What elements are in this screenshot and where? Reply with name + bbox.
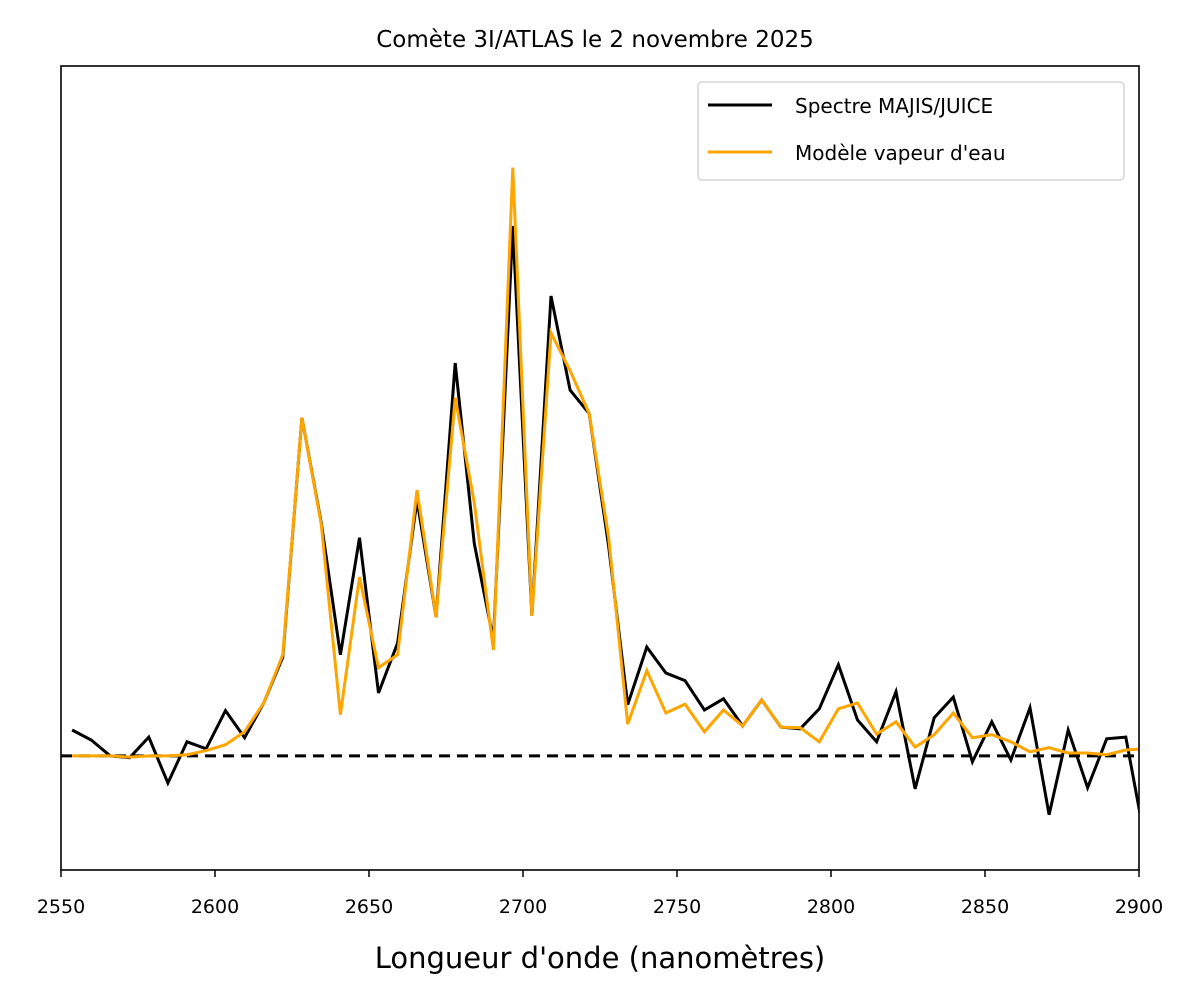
- x-tick-label: 2550: [37, 896, 85, 918]
- legend-label-modele: Modèle vapeur d'eau: [795, 141, 1006, 165]
- plot-area: [61, 167, 1139, 817]
- x-tick-label: 2650: [345, 896, 393, 918]
- x-tick-label: 2850: [961, 896, 1009, 918]
- legend-label-spectre: Spectre MAJIS/JUICE: [795, 94, 993, 118]
- x-tick-label: 2800: [807, 896, 855, 918]
- series-line-1: [72, 167, 1139, 759]
- x-axis: 2550 2600 2650 2700 2750 2800 2850 2900: [37, 870, 1163, 918]
- x-tick-label: 2700: [499, 896, 547, 918]
- x-tick-label: 2600: [191, 896, 239, 918]
- legend: Spectre MAJIS/JUICE Modèle vapeur d'eau: [697, 81, 1125, 181]
- chart-title: Comète 3I/ATLAS le 2 novembre 2025: [376, 27, 813, 53]
- x-tick-label: 2900: [1115, 896, 1163, 918]
- axes-frame: [60, 65, 1140, 871]
- x-tick-label: 2750: [653, 896, 701, 918]
- legend-box: [697, 81, 1125, 181]
- x-axis-label: Longueur d'onde (nanomètres): [375, 941, 826, 975]
